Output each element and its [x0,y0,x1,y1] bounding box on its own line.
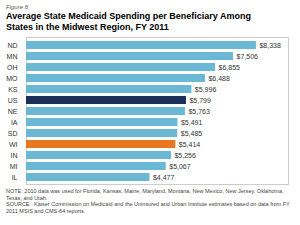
svg-text:MN: MN [7,53,18,60]
svg-text:KS: KS [8,86,18,93]
svg-text:OH: OH [7,64,18,71]
svg-text:SD: SD [8,130,18,137]
svg-text:ND: ND [7,42,17,49]
svg-text:$5,799: $5,799 [189,97,211,104]
svg-text:$8,338: $8,338 [259,42,281,49]
html-text:SOURCE: Kaiser Commission on M: SOURCE: Kaiser Commission on Medicaid an… [6,201,292,214]
svg-text:WI: WI [9,141,18,148]
svg-text:$5,067: $5,067 [169,163,191,170]
svg-text:MI: MI [10,163,18,170]
svg-text:US: US [8,97,18,104]
html-text:Average State Medicaid Spendin: Average State Medicaid Spending per Bene… [6,11,251,21]
svg-text:IL: IL [12,174,18,181]
svg-text:IA: IA [11,119,18,126]
html-text:Figure 6: Figure 6 [6,4,28,10]
svg-text:$6,855: $6,855 [219,64,241,71]
svg-text:$6,488: $6,488 [208,75,230,82]
svg-text:NE: NE [8,108,18,115]
svg-text:$5,414: $5,414 [179,141,201,148]
html-text:NOTE: 2010 data was used for F: NOTE: 2010 data was used for Florida, Ka… [6,188,285,201]
svg-text:$4,477: $4,477 [153,174,175,181]
html-text:States in the Midwest Region,: States in the Midwest Region, FY 2011 [6,22,169,32]
svg-text:$7,506: $7,506 [237,53,259,60]
svg-text:IN: IN [11,152,18,159]
svg-text:$5,491: $5,491 [181,119,203,126]
svg-text:$5,256: $5,256 [174,152,196,159]
svg-text:$5,485: $5,485 [181,130,203,137]
svg-text:$5,763: $5,763 [188,108,210,115]
svg-text:$5,996: $5,996 [195,86,217,93]
svg-text:MO: MO [6,75,18,82]
